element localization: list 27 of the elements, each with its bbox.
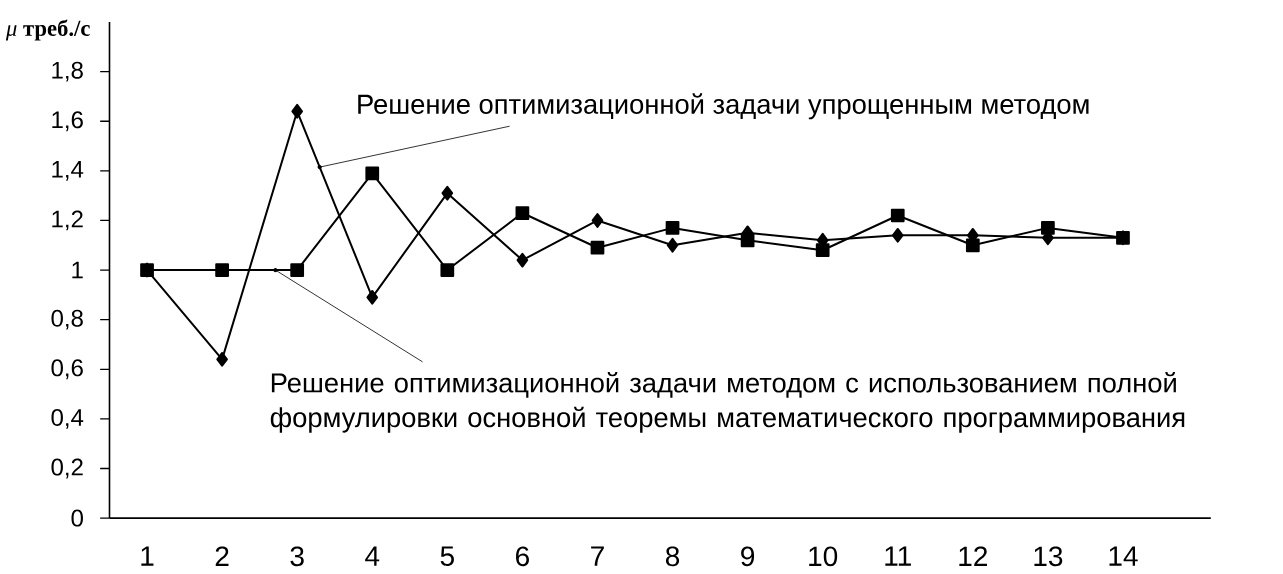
x-tick-label: 4 <box>365 546 380 566</box>
x-tick-label: 2 <box>215 546 229 566</box>
x-tick-label: 1 <box>141 546 154 566</box>
y-tick-label: 1,2 <box>52 210 83 231</box>
y-tick-label: 0,2 <box>51 458 83 479</box>
x-tick-label: 14 <box>1109 546 1138 566</box>
y-tick-label: 1,6 <box>52 111 83 132</box>
series-label: Решение оптимизационной задачи упрощенным методом <box>358 93 1089 120</box>
y-tick-label: 1 <box>72 261 83 279</box>
y-tick-label: 0 <box>71 509 83 527</box>
x-tick-label: 3 <box>290 546 304 567</box>
y-tick-label: 0,4 <box>51 408 84 429</box>
y-tick-label: 0,8 <box>51 309 83 330</box>
x-tick-label: 5 <box>440 546 454 566</box>
x-tick-label: 11 <box>885 546 911 566</box>
y-tick-label: 1,4 <box>52 160 84 181</box>
x-tick-label: 6 <box>516 546 529 567</box>
x-tick-label: 7 <box>591 546 604 566</box>
x-tick-label: 13 <box>1034 546 1063 567</box>
text: Решение оптимизационной задачи методом с использованием полной формулировки основной теоремы математического программирования <box>270 371 1185 433</box>
y-tick-label: 1,8 <box>52 61 83 82</box>
x-tick-label: 12 <box>959 546 987 566</box>
y-axis-title: μ треб./с <box>5 19 90 41</box>
y-tick-label: 0,6 <box>51 359 83 380</box>
x-tick-label: 10 <box>809 546 838 567</box>
x-tick-label: 9 <box>741 546 755 567</box>
x-tick-label: 8 <box>665 546 680 567</box>
